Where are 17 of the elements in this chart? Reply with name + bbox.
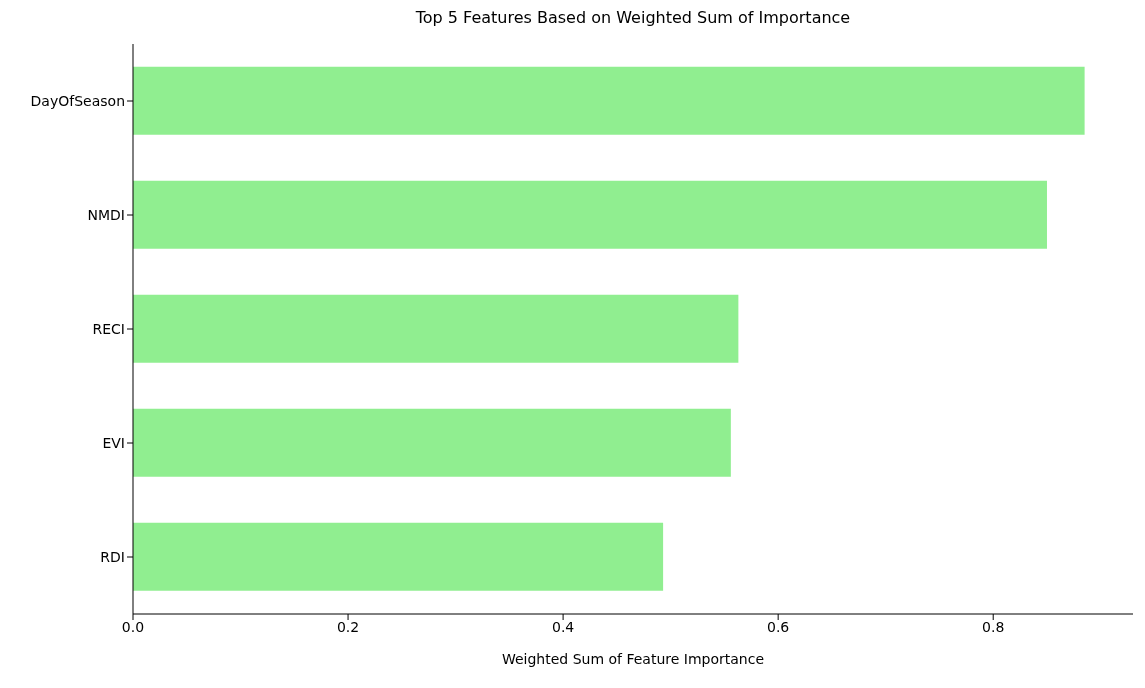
x-tick-label: 0.4 — [551, 618, 575, 635]
bar — [133, 180, 1047, 249]
x-tick-label: 0.0 — [121, 618, 145, 635]
y-tick-label: EVI — [102, 434, 125, 451]
chart-title: Top 5 Features Based on Weighted Sum of Importance — [414, 8, 852, 29]
x-tick-label: 0.2 — [336, 618, 360, 635]
bar — [133, 294, 739, 363]
bar — [133, 66, 1085, 135]
y-tick-label: RDI — [100, 548, 125, 565]
bar — [133, 522, 664, 591]
x-axis-title: Weighted Sum of Feature Importance — [501, 651, 765, 667]
y-tick-label: DayOfSeason — [30, 92, 125, 109]
y-tick-label: RECI — [92, 320, 125, 337]
y-tick-label: NMDI — [87, 206, 125, 223]
x-tick-label: 0.8 — [982, 618, 1005, 635]
x-tick-label: 0.6 — [767, 618, 790, 635]
bar — [133, 408, 731, 477]
